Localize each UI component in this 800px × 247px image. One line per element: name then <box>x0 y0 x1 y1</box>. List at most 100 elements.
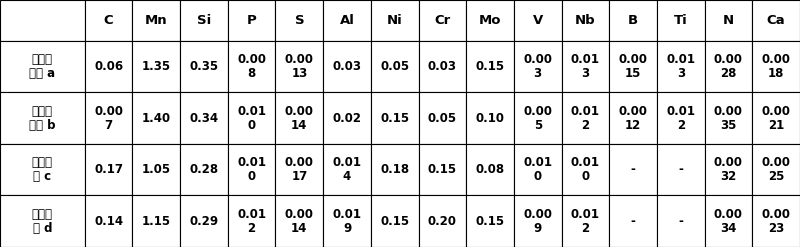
Text: 0.05: 0.05 <box>428 112 457 124</box>
Text: 0.34: 0.34 <box>190 112 218 124</box>
Bar <box>562 92 610 144</box>
Text: 1.05: 1.05 <box>142 163 171 176</box>
Text: 0.15: 0.15 <box>380 112 410 124</box>
Bar <box>752 195 800 247</box>
Bar <box>752 92 800 144</box>
Bar <box>752 144 800 195</box>
Bar <box>610 0 657 41</box>
Text: 0.08: 0.08 <box>475 163 505 176</box>
Text: 0.00
34: 0.00 34 <box>714 208 743 235</box>
Text: Ti: Ti <box>674 14 688 27</box>
Text: 0.01
3: 0.01 3 <box>571 53 600 80</box>
Text: 0.00
32: 0.00 32 <box>714 156 743 183</box>
Bar <box>466 41 514 92</box>
Text: 0.35: 0.35 <box>190 60 218 73</box>
Bar <box>705 144 752 195</box>
Bar <box>275 144 323 195</box>
Text: 0.00
17: 0.00 17 <box>285 156 314 183</box>
Text: 0.00
35: 0.00 35 <box>714 104 743 132</box>
Text: 0.00
5: 0.00 5 <box>523 104 552 132</box>
Text: 0.00
7: 0.00 7 <box>94 104 123 132</box>
Text: -: - <box>630 215 635 228</box>
Text: 对比材
料 c: 对比材 料 c <box>32 156 53 183</box>
Bar <box>133 195 180 247</box>
Text: Mo: Mo <box>479 14 502 27</box>
Text: 0.28: 0.28 <box>190 163 218 176</box>
Bar <box>323 41 371 92</box>
Text: 0.00
18: 0.00 18 <box>762 53 790 80</box>
Bar <box>180 41 228 92</box>
Bar <box>514 0 562 41</box>
Bar <box>85 195 133 247</box>
Bar <box>705 195 752 247</box>
Text: 0.10: 0.10 <box>475 112 505 124</box>
Text: 0.00
21: 0.00 21 <box>762 104 790 132</box>
Bar <box>0 195 85 247</box>
Bar <box>0 144 85 195</box>
Text: Al: Al <box>339 14 354 27</box>
Bar <box>275 0 323 41</box>
Text: 0.00
3: 0.00 3 <box>523 53 552 80</box>
Text: 1.40: 1.40 <box>142 112 171 124</box>
Text: Nb: Nb <box>575 14 596 27</box>
Bar <box>418 144 466 195</box>
Bar <box>562 144 610 195</box>
Bar <box>466 195 514 247</box>
Bar <box>228 0 275 41</box>
Bar <box>323 195 371 247</box>
Text: 0.01
0: 0.01 0 <box>571 156 600 183</box>
Text: 0.18: 0.18 <box>380 163 410 176</box>
Bar <box>752 0 800 41</box>
Bar <box>657 0 705 41</box>
Text: 1.35: 1.35 <box>142 60 171 73</box>
Text: 0.20: 0.20 <box>428 215 457 228</box>
Text: 0.01
0: 0.01 0 <box>237 104 266 132</box>
Bar <box>0 0 85 41</box>
Text: V: V <box>533 14 543 27</box>
Text: 0.00
13: 0.00 13 <box>285 53 314 80</box>
Text: 0.03: 0.03 <box>333 60 362 73</box>
Text: 0.00
15: 0.00 15 <box>618 53 648 80</box>
Bar <box>418 0 466 41</box>
Bar <box>514 92 562 144</box>
Text: 0.01
0: 0.01 0 <box>523 156 552 183</box>
Text: -: - <box>678 163 683 176</box>
Bar <box>705 92 752 144</box>
Bar <box>180 195 228 247</box>
Bar <box>418 92 466 144</box>
Bar <box>85 0 133 41</box>
Bar <box>610 144 657 195</box>
Text: -: - <box>630 163 635 176</box>
Text: S: S <box>294 14 304 27</box>
Bar <box>85 144 133 195</box>
Bar <box>133 144 180 195</box>
Text: 1.15: 1.15 <box>142 215 171 228</box>
Text: 0.06: 0.06 <box>94 60 123 73</box>
Text: 0.01
2: 0.01 2 <box>571 208 600 235</box>
Text: 0.01
3: 0.01 3 <box>666 53 695 80</box>
Text: -: - <box>678 215 683 228</box>
Bar <box>133 92 180 144</box>
Text: Mn: Mn <box>145 14 168 27</box>
Text: 0.05: 0.05 <box>380 60 410 73</box>
Text: 0.02: 0.02 <box>333 112 362 124</box>
Text: N: N <box>723 14 734 27</box>
Text: Ni: Ni <box>387 14 402 27</box>
Bar <box>275 195 323 247</box>
Text: 0.00
14: 0.00 14 <box>285 208 314 235</box>
Bar <box>371 0 418 41</box>
Text: 0.15: 0.15 <box>380 215 410 228</box>
Bar <box>228 41 275 92</box>
Bar <box>562 195 610 247</box>
Text: Cr: Cr <box>434 14 450 27</box>
Bar <box>418 195 466 247</box>
Text: 0.29: 0.29 <box>190 215 218 228</box>
Bar <box>418 41 466 92</box>
Text: 0.17: 0.17 <box>94 163 123 176</box>
Text: 0.15: 0.15 <box>475 60 505 73</box>
Bar <box>657 41 705 92</box>
Bar <box>466 92 514 144</box>
Text: 0.00
14: 0.00 14 <box>285 104 314 132</box>
Text: 0.01
4: 0.01 4 <box>333 156 362 183</box>
Bar <box>323 144 371 195</box>
